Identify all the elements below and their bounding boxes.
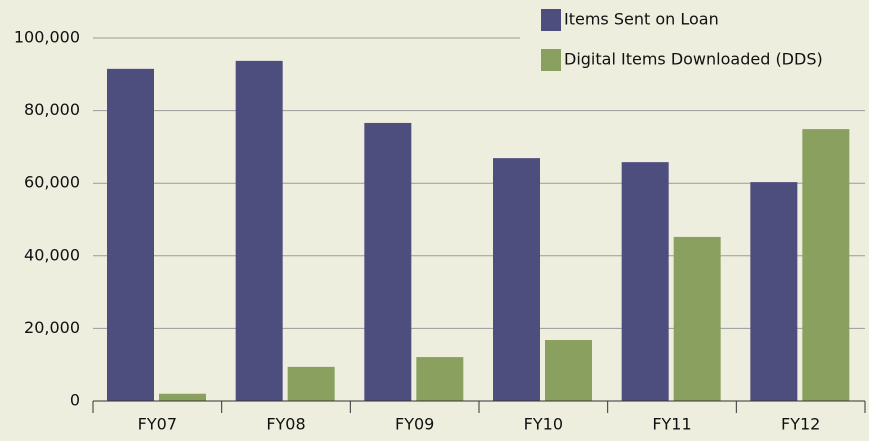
x-tick-label: FY07: [138, 415, 177, 434]
y-tick-label: 80,000: [24, 100, 80, 119]
bar: [545, 340, 592, 401]
bar: [750, 182, 798, 401]
y-tick-label: 60,000: [24, 173, 80, 192]
bar: [673, 236, 721, 401]
bar: [416, 357, 464, 401]
x-tick-label: FY12: [781, 415, 820, 434]
y-tick-label: 0: [70, 391, 80, 410]
x-tick-label: FY09: [395, 415, 434, 434]
bar: [364, 122, 412, 401]
y-tick-label: 20,000: [24, 318, 80, 337]
bar: [235, 60, 283, 402]
x-tick-label: FY10: [524, 415, 563, 434]
legend-label: Items Sent on Loan: [564, 10, 719, 29]
x-tick-label: FY08: [266, 415, 305, 434]
bar: [159, 393, 206, 401]
bar: [802, 129, 850, 401]
bar: [493, 158, 540, 401]
y-tick-label: 100,000: [14, 28, 80, 47]
legend-background: [520, 0, 869, 80]
x-tick-label: FY11: [652, 415, 691, 434]
legend-swatch: [541, 9, 561, 31]
legend-swatch: [541, 49, 561, 71]
bar: [287, 366, 335, 401]
legend-label: Digital Items Downloaded (DDS): [564, 50, 823, 69]
bar: [107, 68, 154, 401]
bar: [621, 162, 669, 401]
y-tick-label: 40,000: [24, 245, 80, 264]
